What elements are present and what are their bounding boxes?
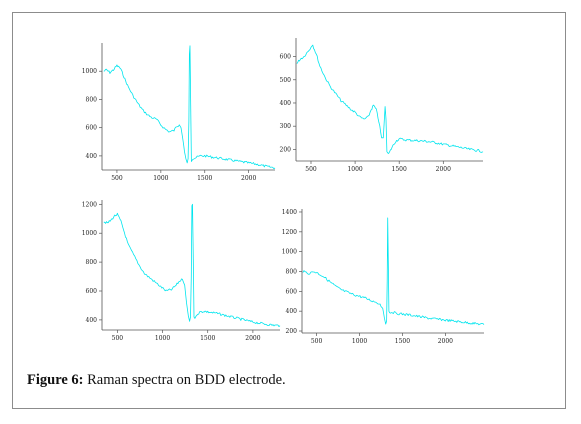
y-tick-label: 1200 [82, 201, 97, 208]
y-tick-label: 400 [86, 317, 98, 324]
x-tick-label: 500 [311, 338, 323, 345]
figure-caption: Figure 6: Raman spectra on BDD electrode… [27, 372, 286, 389]
x-tick-label: 1500 [200, 335, 215, 342]
caption-label: Figure 6: [27, 372, 84, 388]
y-tick-label: 300 [280, 123, 292, 130]
x-tick-label: 2000 [436, 166, 451, 173]
spectrum-line-4 [302, 217, 485, 326]
figure-frame [12, 12, 566, 409]
x-tick-label: 1000 [153, 175, 168, 182]
y-tick-label: 600 [286, 288, 298, 295]
caption-text: Raman spectra on BDD electrode. [83, 372, 286, 388]
y-tick-label: 600 [86, 125, 98, 132]
y-tick-label: 800 [286, 268, 298, 275]
y-tick-label: 1200 [282, 229, 297, 236]
x-tick-label: 1500 [197, 175, 212, 182]
y-tick-label: 1000 [82, 68, 97, 75]
spectrum-line-3 [103, 203, 281, 328]
y-tick-label: 600 [280, 54, 292, 61]
x-tick-label: 500 [305, 166, 317, 173]
y-tick-label: 400 [286, 308, 298, 315]
y-tick-label: 200 [280, 146, 292, 153]
x-tick-label: 500 [111, 175, 123, 182]
spectrum-line-2 [296, 44, 484, 154]
x-tick-label: 2000 [241, 175, 256, 182]
y-tick-label: 1000 [282, 249, 297, 256]
x-tick-label: 2000 [438, 338, 453, 345]
y-tick-label: 600 [86, 288, 98, 295]
y-tick-label: 1000 [82, 230, 97, 237]
y-tick-label: 1400 [282, 209, 297, 216]
x-tick-label: 1500 [395, 338, 410, 345]
x-tick-label: 500 [112, 335, 124, 342]
y-tick-label: 400 [86, 153, 98, 160]
spectrum-line-1 [103, 45, 276, 170]
x-tick-label: 1000 [347, 166, 362, 173]
spectrum-chart-4: 500 1000 1500 2000 200 400 600 800 1000 1200 1400 [282, 209, 485, 345]
x-tick-label: 2000 [245, 335, 260, 342]
spectrum-chart-3: 500 1000 1500 2000 400 600 800 1000 1200 [82, 200, 281, 342]
y-tick-label: 200 [286, 328, 298, 335]
x-tick-label: 1000 [352, 338, 367, 345]
y-tick-label: 500 [280, 77, 292, 84]
y-tick-label: 800 [86, 259, 98, 266]
x-tick-label: 1500 [392, 166, 407, 173]
y-tick-label: 800 [86, 96, 98, 103]
spectrum-chart-1: 500 1000 1500 2000 400 600 800 1000 [82, 43, 276, 182]
x-tick-label: 1000 [155, 335, 170, 342]
y-tick-label: 400 [280, 100, 292, 107]
spectrum-chart-2: 500 1000 1500 2000 200 300 400 500 600 [280, 38, 484, 173]
